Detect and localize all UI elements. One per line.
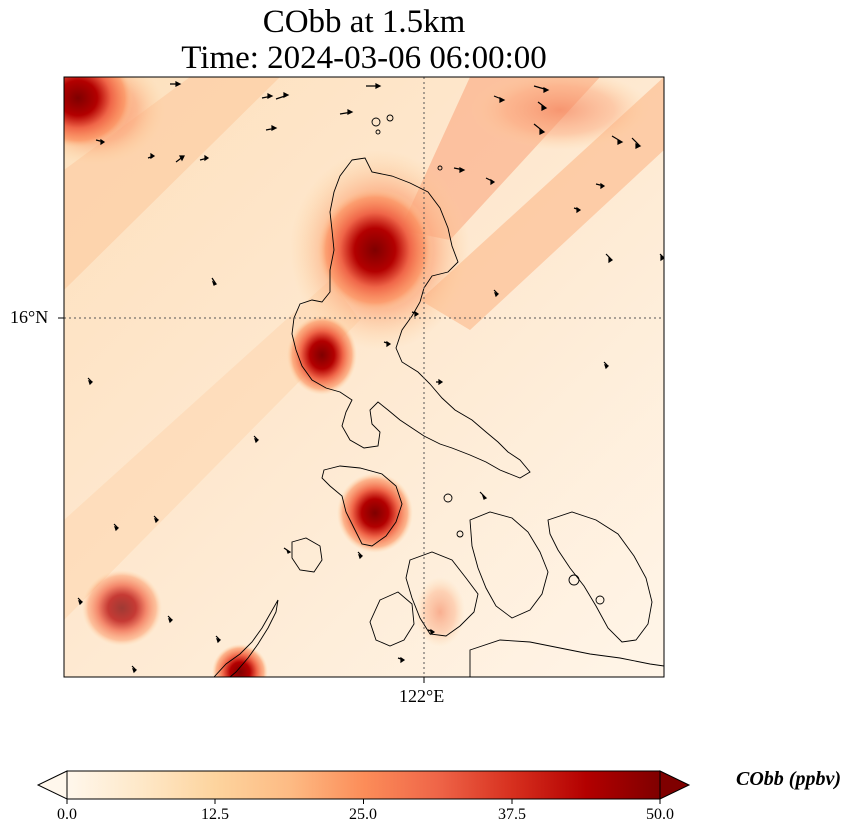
wind-arrow — [199, 154, 210, 162]
colorbar-label: CObb (ppbv) — [736, 768, 841, 790]
coastline-luzon — [291, 157, 531, 479]
wind-arrow — [215, 635, 222, 644]
wind-arrow — [357, 551, 364, 560]
colorbar-extend-max — [659, 770, 691, 800]
colorbar-gradient — [67, 771, 660, 799]
coastline-palawan — [213, 599, 279, 677]
title-line-1: CObb at 1.5km — [262, 4, 466, 40]
hotspot-west-luzon — [287, 315, 357, 395]
wind-arrow — [167, 615, 174, 624]
longitude-label-122E: 122°E — [399, 686, 445, 706]
island-north-4 — [437, 165, 443, 171]
wind-arrow — [603, 361, 610, 370]
coastline-samar — [547, 511, 653, 643]
wind-arrow — [383, 340, 392, 348]
wind-arrow — [479, 491, 488, 500]
colorbar-tick-label-3: 37.5 — [498, 806, 526, 823]
colorbar-tick-label-2: 25.0 — [349, 806, 377, 823]
wind-arrow — [631, 137, 642, 149]
map-frame — [63, 76, 665, 678]
wind-arrow — [95, 138, 106, 146]
colorbar-extend-min — [36, 770, 68, 800]
coastline-visayas-east — [469, 511, 549, 619]
plume-band-southwest — [64, 280, 360, 620]
wind-arrow — [170, 81, 182, 87]
title-line-2: Time: 2024-03-06 06:00:00 — [181, 40, 547, 76]
wind-arrow — [211, 277, 218, 286]
wind-arrow — [253, 435, 260, 444]
hotspot-northwest-corner — [64, 77, 133, 148]
wind-arrow — [147, 152, 156, 160]
wind-arrow — [605, 253, 614, 264]
wind-arrow — [339, 109, 354, 115]
island-east-2 — [595, 595, 605, 605]
hotspot-mindoro — [337, 473, 413, 553]
wind-arrow — [175, 155, 185, 163]
coastline-mindoro — [321, 465, 403, 547]
wind-vectors — [77, 81, 664, 674]
coastline-calamian — [291, 537, 323, 573]
wind-arrow — [573, 206, 582, 214]
wind-arrow — [485, 177, 496, 186]
wind-arrow — [436, 378, 444, 386]
wind-arrow — [131, 665, 138, 674]
island-north-1 — [371, 117, 381, 127]
colorbar-tick-label-1: 12.5 — [201, 806, 229, 823]
wind-arrow — [265, 125, 278, 131]
colorbar-tick-label-0: 0.0 — [57, 806, 77, 823]
wind-arrow — [537, 101, 548, 111]
island-north-2 — [386, 114, 394, 122]
wind-arrow — [153, 515, 160, 524]
island-north-3 — [375, 129, 381, 135]
wind-arrow — [397, 656, 406, 664]
colorbar-tick-label-4: 50.0 — [646, 806, 674, 823]
latitude-label-16N: 16°N — [10, 307, 49, 327]
wind-arrow — [261, 93, 274, 99]
wind-arrow — [611, 135, 624, 145]
wind-arrow — [427, 628, 436, 636]
island-marinduque — [443, 493, 453, 503]
hotspot-north-luzon — [317, 188, 433, 312]
map-panel — [64, 77, 664, 677]
wind-arrow — [533, 123, 546, 135]
wind-arrow — [113, 523, 120, 532]
coastline-mindanao-north — [469, 639, 664, 677]
wind-arrow — [493, 95, 506, 103]
wind-arrow — [283, 547, 292, 554]
coastlines — [213, 114, 664, 677]
island-sibuyan — [456, 530, 464, 538]
coastline-panay — [369, 591, 415, 647]
wind-arrow — [366, 83, 382, 89]
warm-area-northeast — [470, 77, 650, 150]
wind-arrow — [659, 253, 664, 262]
wind-arrow — [493, 289, 500, 298]
hotspot-palawan — [212, 644, 268, 677]
wind-arrow — [533, 85, 550, 93]
wind-arrow — [595, 182, 606, 190]
wind-arrow — [77, 597, 84, 606]
colorbar — [36, 770, 691, 804]
wind-arrow — [453, 167, 466, 173]
wind-arrow — [87, 377, 94, 386]
wind-arrow — [411, 310, 420, 318]
coastline-visayas-west — [405, 551, 479, 637]
wind-arrow — [275, 92, 290, 100]
island-east-1 — [568, 574, 580, 586]
hotspot-southwest — [82, 570, 162, 646]
warm-area-southeast — [415, 577, 465, 647]
